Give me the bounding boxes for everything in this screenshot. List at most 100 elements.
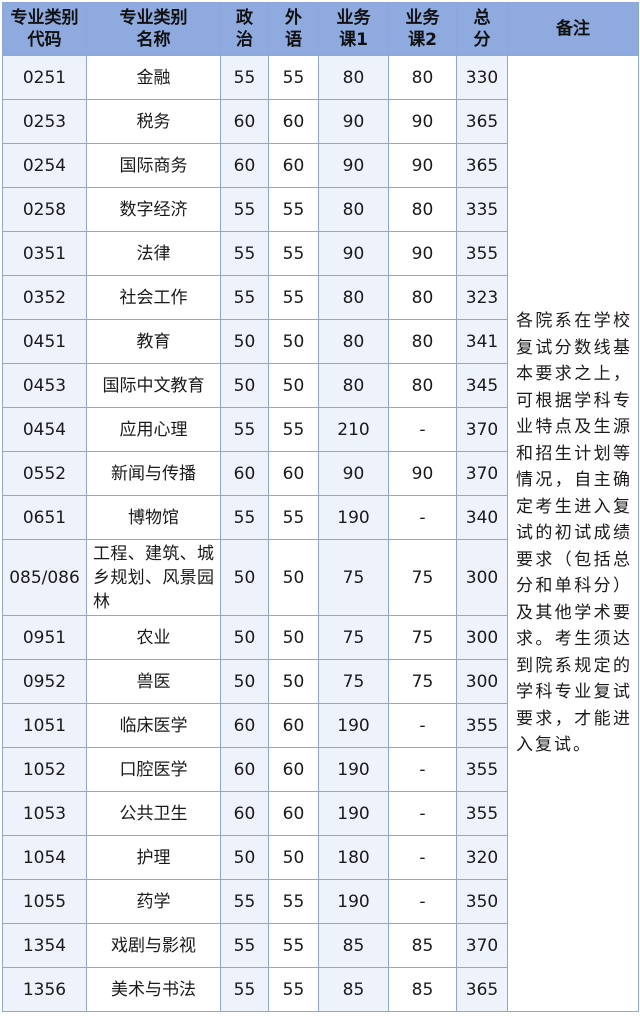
cell-course1: 80 [318, 55, 389, 100]
header-text: 专业类别 [119, 8, 188, 28]
header-course1: 业务课1 [318, 2, 389, 56]
cell-language: 60 [268, 143, 319, 188]
cell-name: 兽医 [86, 659, 221, 704]
cell-name: 博物馆 [86, 495, 221, 540]
cell-politics: 55 [220, 879, 269, 924]
cell-course2: - [388, 879, 457, 924]
cell-course1: 90 [318, 143, 389, 188]
cell-name: 教育 [86, 319, 221, 364]
cell-course2: 90 [388, 231, 457, 276]
cell-language: 55 [268, 495, 319, 540]
cell-total: 355 [456, 791, 508, 836]
header-text: 分 [473, 30, 491, 50]
cell-course1: 80 [318, 187, 389, 232]
table-row: 1051 临床医学 60 60 190-355 [2, 703, 639, 748]
table-row: 0951 农业 50 50 75 75 300 [2, 615, 639, 660]
header-text: 备注 [556, 19, 590, 39]
cell-politics: 55 [220, 967, 269, 1012]
cell-name: 数字经济 [86, 187, 221, 232]
cell-language: 50 [268, 539, 319, 616]
cell-course1: 90 [318, 451, 389, 496]
cell-language: 60 [268, 703, 319, 748]
cell-language: 55 [268, 275, 319, 320]
cell-name: 法律 [86, 231, 221, 276]
cell-code: 0451 [2, 319, 87, 364]
cell-course1: 190 [318, 703, 389, 748]
cell-course1: 75 [318, 659, 389, 704]
header-text: 政 [236, 8, 253, 28]
cell-language: 55 [268, 407, 319, 452]
header-language: 外语 [268, 2, 319, 56]
cell-course2: 80 [388, 363, 457, 408]
cell-code: 1054 [2, 835, 87, 880]
cell-politics: 55 [220, 275, 269, 320]
table-row: 0453 国际中文教育 50 50 80 80 345 [2, 363, 639, 408]
cell-code: 0251 [2, 55, 87, 100]
cell-course1: 75 [318, 615, 389, 660]
table-row: 0552 新闻与传播 60 60 90 90 370 [2, 451, 639, 496]
cell-politics: 50 [220, 615, 269, 660]
cell-course2: 80 [388, 275, 457, 320]
cell-politics: 60 [220, 99, 269, 144]
cell-course2: 80 [388, 319, 457, 364]
table-row: 1052 口腔医学 60 60 190-355 [2, 747, 639, 792]
cell-language: 55 [268, 923, 319, 968]
cell-code: 0952 [2, 659, 87, 704]
cell-language: 50 [268, 659, 319, 704]
cell-code: 0258 [2, 187, 87, 232]
cell-language: 50 [268, 835, 319, 880]
header-note: 备注 [507, 2, 639, 56]
cell-name: 护理 [86, 835, 221, 880]
cell-total: 370 [456, 451, 508, 496]
cell-total: 330 [456, 55, 508, 100]
cell-politics: 55 [220, 187, 269, 232]
cell-total: 355 [456, 747, 508, 792]
cell-name: 工程、建筑、城乡规划、风景园林 [86, 539, 221, 616]
cell-course1: 75 [318, 539, 389, 616]
cell-code: 1055 [2, 879, 87, 924]
table-row: 0258 数字经济 55 55 80 80 335 [2, 187, 639, 232]
cell-name: 戏剧与影视 [86, 923, 221, 968]
cell-course2: - [388, 791, 457, 836]
cell-language: 60 [268, 451, 319, 496]
cell-course2: 80 [388, 187, 457, 232]
cell-total: 370 [456, 407, 508, 452]
cell-name: 美术与书法 [86, 967, 221, 1012]
table-row: 1054 护理 50 50 180-320 [2, 835, 639, 880]
cell-name: 农业 [86, 615, 221, 660]
cell-language: 55 [268, 967, 319, 1012]
cell-course2: 90 [388, 143, 457, 188]
header-name: 专业类别 名称 [86, 2, 221, 56]
header-course2: 业务课2 [388, 2, 457, 56]
cell-course2: 80 [388, 55, 457, 100]
cell-language: 55 [268, 879, 319, 924]
cell-total: 341 [456, 319, 508, 364]
header-text: 语 [285, 30, 302, 50]
cell-course1: 80 [318, 275, 389, 320]
note-cell: 各院系在学校复试分数线基本要求之上，可根据学科专业特点及生源和招生计划等情况，自… [507, 55, 639, 1012]
header-text: 代码 [27, 30, 62, 50]
cell-name: 社会工作 [86, 275, 221, 320]
cell-course1: 190 [318, 879, 389, 924]
cell-course2: 90 [388, 451, 457, 496]
cell-politics: 60 [220, 791, 269, 836]
cell-politics: 50 [220, 319, 269, 364]
cell-politics: 55 [220, 231, 269, 276]
cell-code: 0351 [2, 231, 87, 276]
table-row: 0952 兽医 50 50 75 75 300 [2, 659, 639, 704]
cell-name: 公共卫生 [86, 791, 221, 836]
header-code: 专业类别 代码 [2, 2, 87, 56]
cell-course1: 85 [318, 923, 389, 968]
cell-language: 50 [268, 319, 319, 364]
cell-politics: 55 [220, 55, 269, 100]
cell-name: 临床医学 [86, 703, 221, 748]
cell-language: 60 [268, 791, 319, 836]
cell-language: 50 [268, 363, 319, 408]
cell-total: 355 [456, 703, 508, 748]
table-row: 0253 税务 60 60 90 90 365 [2, 99, 639, 144]
cell-politics: 55 [220, 923, 269, 968]
header-text: 业务课2 [405, 8, 440, 50]
cell-language: 55 [268, 187, 319, 232]
cell-course1: 210 [318, 407, 389, 452]
cell-course1: 90 [318, 99, 389, 144]
